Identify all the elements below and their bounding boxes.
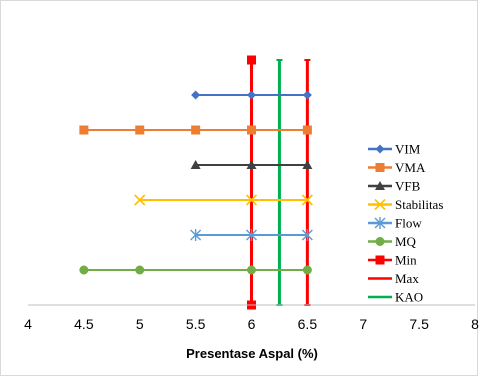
legend-item-min: Min (368, 253, 417, 268)
legend-label: VIM (395, 142, 421, 157)
data-point (245, 194, 258, 206)
legend-label: VFB (395, 179, 421, 194)
legend-item-vfb: VFB (368, 179, 421, 194)
series-flow (190, 229, 313, 241)
legend-marker (374, 217, 386, 229)
data-point (246, 160, 257, 169)
data-point (191, 90, 201, 100)
data-point (302, 265, 312, 275)
data-point (247, 265, 256, 275)
legend-item-kao: KAO (368, 290, 423, 305)
legend-marker (375, 255, 385, 265)
legend-label: MQ (395, 234, 417, 249)
legend-marker (375, 144, 385, 154)
data-point (302, 160, 313, 169)
legend-label: Flow (395, 216, 422, 231)
data-point (301, 194, 313, 206)
data-point (190, 229, 202, 241)
data-point (79, 125, 89, 135)
reference-lines (247, 55, 311, 310)
legend-item-max: Max (368, 271, 419, 286)
legend-label: Max (395, 271, 419, 286)
x-tick-label: 4.5 (74, 316, 94, 332)
data-point (191, 125, 201, 135)
series-mq (79, 265, 312, 275)
x-tick-label: 7 (359, 316, 367, 332)
legend-marker (375, 237, 385, 246)
legend-label: KAO (395, 290, 423, 305)
data-point (135, 125, 145, 135)
legend: VIM VMA VFB Stabilitas Flow MQ Min Max KAO (368, 142, 443, 305)
data-point (247, 90, 256, 100)
reference-line-kao (276, 59, 283, 306)
legend-marker (375, 181, 385, 190)
series-vim (191, 90, 312, 100)
x-tick-label: 8 (471, 316, 479, 332)
data-point (302, 90, 312, 100)
series-lines (79, 90, 313, 275)
series-vfb (190, 160, 313, 169)
x-tick-label: 4 (24, 316, 32, 332)
data-point (247, 125, 256, 135)
series-stabilitas (134, 194, 313, 206)
legend-item-stabilitas: Stabilitas (368, 197, 443, 212)
x-tick-label: 5.5 (186, 316, 206, 332)
legend-label: VMA (395, 160, 426, 175)
series-vma (79, 125, 312, 135)
legend-label: Min (395, 253, 417, 268)
x-axis: 4 4.5 5 5.5 6 6.5 7 7.5 8 (24, 304, 479, 332)
x-tick-label: 6 (248, 316, 256, 332)
legend-marker (375, 163, 385, 172)
data-point (301, 229, 313, 241)
legend-item-flow: Flow (368, 216, 422, 231)
legend-item-vma: VMA (368, 160, 426, 175)
legend-marker (374, 198, 386, 211)
data-point (246, 229, 257, 241)
data-point (190, 160, 201, 169)
legend-item-mq: MQ (368, 234, 417, 249)
x-tick-label: 5 (136, 316, 144, 332)
data-point (79, 265, 89, 275)
legend-label: Stabilitas (395, 197, 443, 212)
x-tick-label: 6.5 (298, 316, 318, 332)
data-point (302, 125, 312, 135)
x-axis-label: Presentase Aspal (%) (186, 346, 318, 361)
data-point (135, 265, 145, 275)
data-point (134, 194, 146, 206)
legend-item-vim: VIM (368, 142, 421, 157)
x-tick-label: 7.5 (409, 316, 429, 332)
reference-marker (247, 55, 256, 65)
